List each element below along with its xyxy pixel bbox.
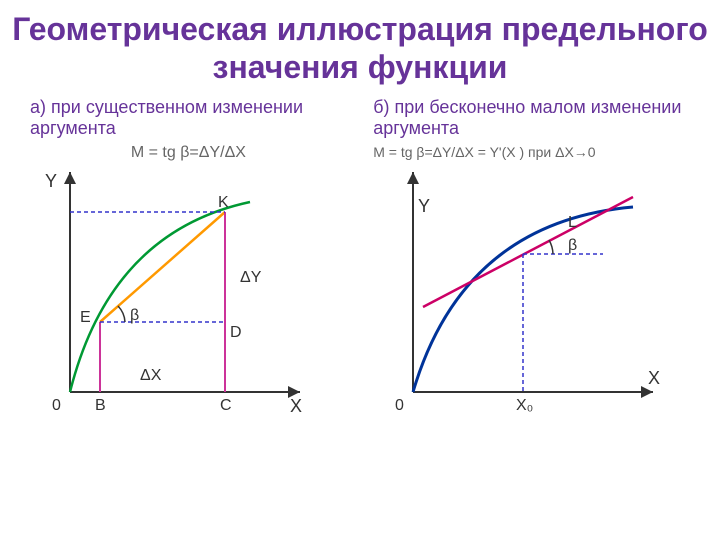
dx-label: ΔX (140, 367, 162, 384)
beta-label-r: β (568, 237, 577, 254)
origin-label: 0 (52, 397, 61, 414)
secant-line (100, 212, 225, 322)
left-chart: Y X 0 K E D B C β ΔX ΔY (30, 162, 330, 422)
c-label: C (220, 397, 232, 414)
left-formula: M = tg β=ΔY/ΔX (131, 144, 246, 161)
beta-label: β (130, 307, 139, 324)
x0-label: X₀ (516, 397, 533, 414)
x-label-r: X (648, 368, 660, 388)
diagrams-container: а) при существенном изменении аргумента … (10, 97, 710, 422)
main-title: Геометрическая иллюстрация предельного з… (10, 10, 710, 87)
right-svg: Y X 0 X₀ L β (373, 162, 673, 422)
l-label: L (568, 214, 577, 231)
dy-label: ΔY (240, 269, 262, 286)
b-label: B (95, 397, 106, 414)
left-svg: Y X 0 K E D B C β ΔX ΔY (30, 162, 330, 422)
y-label: Y (45, 171, 57, 191)
curve (70, 202, 250, 392)
right-column: б) при бесконечно малом изменении аргуме… (373, 97, 690, 422)
origin-label-r: 0 (395, 397, 404, 414)
tangent-line (423, 197, 633, 307)
right-formula: M = tg β=ΔY/ΔX = Y'(X ) при ΔX→0 (373, 144, 595, 160)
left-column: а) при существенном изменении аргумента … (30, 97, 347, 422)
beta-arc (118, 306, 125, 322)
left-heading: а) при существенном изменении аргумента (30, 97, 347, 139)
k-label: K (218, 194, 229, 211)
x-label: X (290, 396, 302, 416)
d-label: D (230, 324, 242, 341)
right-chart: Y X 0 X₀ L β (373, 162, 673, 422)
e-label: E (80, 309, 91, 326)
right-heading: б) при бесконечно малом изменении аргуме… (373, 97, 690, 139)
y-label-r: Y (418, 196, 430, 216)
beta-arc-r (549, 240, 553, 254)
